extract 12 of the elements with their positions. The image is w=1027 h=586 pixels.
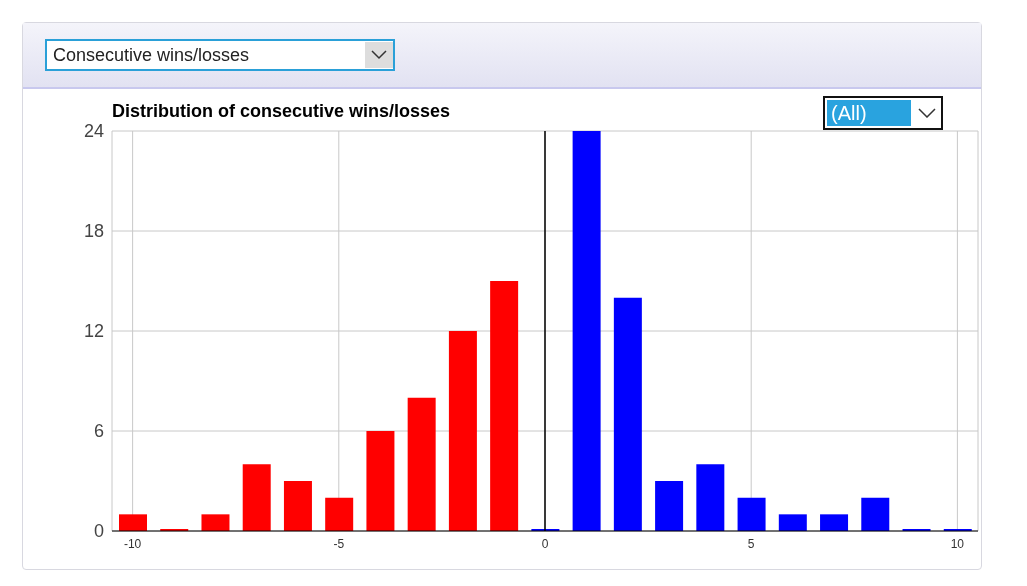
y-tick-label: 6 [93,421,104,442]
x-tick-label: 10 [950,536,965,551]
y-tick-label: 18 [83,221,104,242]
x-tick-label: 5 [747,536,755,551]
y-tick-label: 12 [83,321,104,342]
dropdown-field: (All) [823,96,943,130]
y-tick-label: 24 [83,121,104,142]
x-tick-label: -5 [333,536,345,551]
x-tick-label: 0 [541,536,549,551]
x-tick-label: -10 [123,536,142,551]
chart-title: Distribution of consecutive wins/losses [112,101,451,122]
dropdown-field: Consecutive wins/losses [45,39,395,71]
